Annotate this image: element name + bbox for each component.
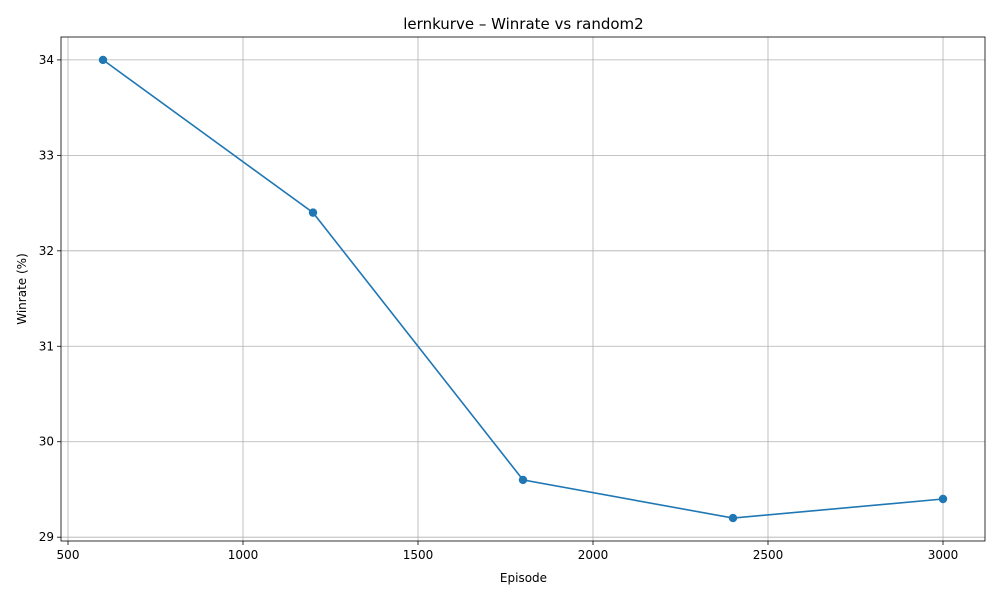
- chart-title: lernkurve – Winrate vs random2: [403, 15, 643, 33]
- x-tick-label: 1500: [403, 548, 434, 562]
- x-tick-label: 2500: [753, 548, 784, 562]
- grid: [61, 37, 985, 541]
- y-tick-label: 32: [39, 244, 54, 258]
- y-tick-label: 34: [39, 53, 54, 67]
- data-point: [728, 513, 738, 523]
- axis-ticks: 500 1000 1500 2000 2500 3000 29 30 31 32 33 34: [39, 53, 959, 562]
- y-axis-label: Winrate (%): [15, 253, 29, 325]
- x-tick-label: 500: [57, 548, 80, 562]
- y-tick-label: 31: [39, 339, 54, 353]
- y-tick-label: 30: [39, 435, 54, 449]
- y-tick-label: 29: [39, 530, 54, 544]
- plot-frame: [60, 36, 986, 542]
- x-axis-label: Episode: [500, 571, 547, 585]
- x-tick-label: 2000: [578, 548, 609, 562]
- y-tick-label: 33: [39, 148, 54, 162]
- x-tick-label: 1000: [228, 548, 259, 562]
- data-point: [518, 475, 528, 485]
- plot-area: [98, 55, 948, 523]
- data-point: [938, 494, 948, 504]
- data-point: [98, 55, 108, 65]
- data-point: [308, 208, 318, 217]
- x-tick-label: 3000: [928, 548, 959, 562]
